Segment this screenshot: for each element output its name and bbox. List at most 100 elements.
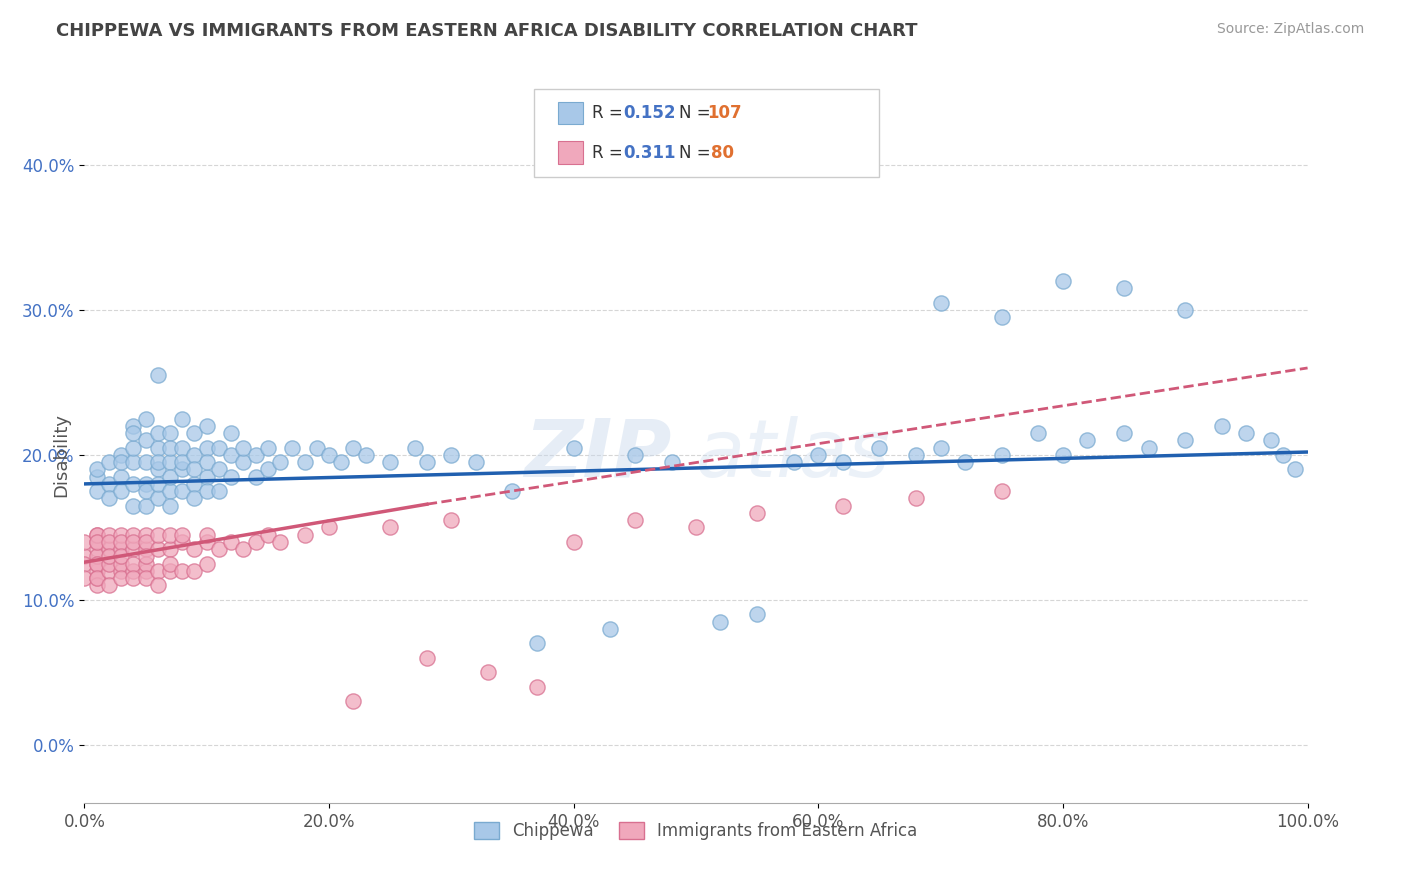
Point xyxy=(208,462,231,476)
Point xyxy=(159,469,181,483)
Point xyxy=(135,455,157,469)
Point xyxy=(86,571,108,585)
Point xyxy=(1272,448,1295,462)
Point xyxy=(97,527,120,541)
Point xyxy=(172,564,194,578)
Point xyxy=(97,455,120,469)
Point xyxy=(502,484,524,499)
Point xyxy=(232,441,254,455)
Point xyxy=(110,549,132,564)
Point xyxy=(219,448,242,462)
Point xyxy=(1260,434,1282,448)
Point xyxy=(135,484,157,499)
Point xyxy=(929,441,952,455)
Point xyxy=(146,564,169,578)
Point xyxy=(440,448,463,462)
Point xyxy=(905,491,928,506)
Point xyxy=(245,469,267,483)
Point xyxy=(905,448,928,462)
Point xyxy=(526,636,548,650)
Point xyxy=(73,571,96,585)
Point xyxy=(97,491,120,506)
Point xyxy=(122,418,145,433)
Text: ZIP: ZIP xyxy=(524,416,672,494)
Point xyxy=(831,499,853,513)
Point xyxy=(929,295,952,310)
Point xyxy=(416,651,439,665)
Point xyxy=(257,441,280,455)
Point xyxy=(991,484,1014,499)
Point xyxy=(86,534,108,549)
Point xyxy=(1137,441,1160,455)
Point xyxy=(477,665,499,680)
Point xyxy=(97,542,120,557)
Point xyxy=(685,520,707,534)
Point xyxy=(219,534,242,549)
Point xyxy=(195,418,218,433)
Point xyxy=(183,491,205,506)
Point xyxy=(97,534,120,549)
Point xyxy=(183,564,205,578)
Point xyxy=(342,694,364,708)
Point xyxy=(86,462,108,476)
Text: N =: N = xyxy=(679,104,716,122)
Point xyxy=(110,534,132,549)
Text: Source: ZipAtlas.com: Source: ZipAtlas.com xyxy=(1216,22,1364,37)
Point xyxy=(624,513,647,527)
Text: atlas: atlas xyxy=(696,416,891,494)
Point xyxy=(183,462,205,476)
Point xyxy=(183,426,205,441)
Point xyxy=(869,441,891,455)
Point xyxy=(146,542,169,557)
Point xyxy=(183,448,205,462)
Point xyxy=(86,534,108,549)
Point xyxy=(172,411,194,425)
Point xyxy=(172,527,194,541)
Point xyxy=(86,578,108,592)
Point xyxy=(86,469,108,483)
Point xyxy=(73,549,96,564)
Point xyxy=(807,448,830,462)
Point xyxy=(1052,448,1074,462)
Point xyxy=(146,527,169,541)
Point xyxy=(183,476,205,491)
Point xyxy=(159,484,181,499)
Point xyxy=(110,455,132,469)
Point xyxy=(747,607,769,622)
Text: N =: N = xyxy=(679,144,716,161)
Point xyxy=(208,484,231,499)
Point xyxy=(991,310,1014,325)
Point xyxy=(172,441,194,455)
Point xyxy=(1174,434,1197,448)
Point xyxy=(464,455,486,469)
Point xyxy=(86,557,108,571)
Point xyxy=(269,534,291,549)
Text: 107: 107 xyxy=(707,104,742,122)
Point xyxy=(73,534,96,549)
Point xyxy=(122,564,145,578)
Point xyxy=(330,455,353,469)
Point xyxy=(122,557,145,571)
Point xyxy=(195,455,218,469)
Point xyxy=(110,564,132,578)
Point xyxy=(135,571,157,585)
Point xyxy=(354,448,377,462)
Point xyxy=(159,527,181,541)
Point xyxy=(440,513,463,527)
Point xyxy=(953,455,976,469)
Point xyxy=(195,527,218,541)
Point xyxy=(97,578,120,592)
Point xyxy=(747,506,769,520)
Point xyxy=(1052,274,1074,288)
Point xyxy=(599,622,621,636)
Y-axis label: Disability: Disability xyxy=(52,413,70,497)
Point xyxy=(294,527,316,541)
Point xyxy=(172,455,194,469)
Point xyxy=(110,542,132,557)
Point xyxy=(342,441,364,455)
Point xyxy=(97,564,120,578)
Point xyxy=(257,462,280,476)
Point xyxy=(135,527,157,541)
Point xyxy=(86,557,108,571)
Point xyxy=(404,441,426,455)
